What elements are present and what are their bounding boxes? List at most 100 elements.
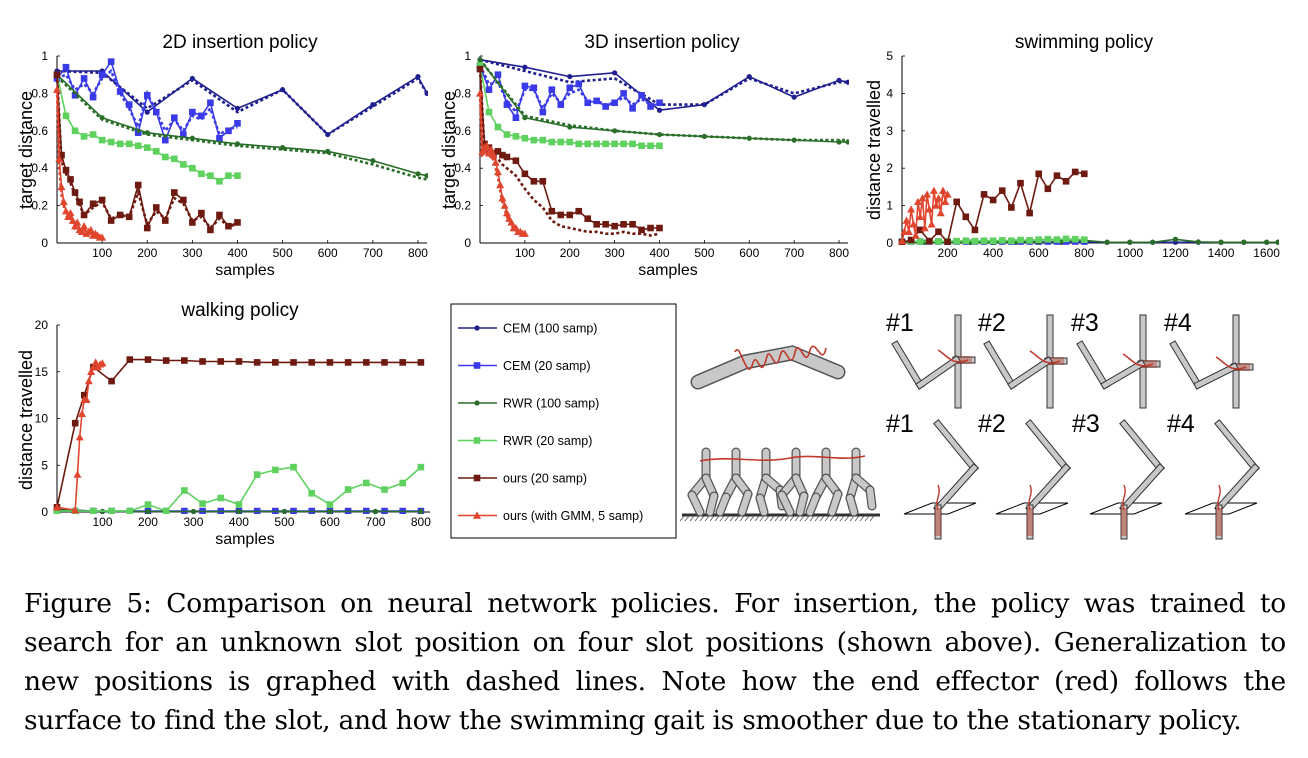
y-tick-label: 0.6 <box>31 124 48 138</box>
y-tick-label: 2 <box>886 161 893 175</box>
series-ours20 <box>53 71 241 234</box>
series-ours20 <box>898 168 1088 245</box>
data-point <box>1172 236 1179 242</box>
slot <box>1046 357 1064 365</box>
data-point <box>98 196 106 204</box>
data-point <box>53 503 61 511</box>
data-point <box>512 157 520 165</box>
arm-segment <box>1215 464 1259 512</box>
data-point <box>80 211 88 219</box>
y-tick-label: 10 <box>35 412 49 426</box>
x-tick-label: 300 <box>605 246 625 260</box>
data-point <box>499 151 506 159</box>
data-point <box>253 359 261 366</box>
data-point <box>53 71 61 78</box>
x-tick-label: 400 <box>649 246 669 260</box>
data-point <box>494 148 502 155</box>
data-point <box>911 231 920 239</box>
slot <box>935 508 941 536</box>
effector-trace <box>1028 484 1032 511</box>
data-point <box>308 359 316 366</box>
legend-entry-ours20: ours (20 samp) <box>458 472 587 486</box>
series-line <box>57 70 428 136</box>
hatch-mark <box>854 515 860 522</box>
walker-frames <box>687 447 877 517</box>
illustration-label: #3 <box>1071 309 1099 337</box>
data-point <box>143 224 151 232</box>
data-point <box>539 177 547 185</box>
legend-marker <box>473 437 481 444</box>
data-point <box>943 190 952 198</box>
data-point <box>1127 239 1133 245</box>
data-point <box>503 131 511 138</box>
data-point <box>272 466 279 474</box>
data-point <box>399 479 407 487</box>
data-point <box>602 140 609 148</box>
data-point <box>512 133 520 140</box>
y-tick-label: 0.2 <box>454 199 471 213</box>
data-point <box>602 221 609 228</box>
data-point <box>80 75 88 82</box>
effector-trace <box>1122 484 1126 511</box>
data-point <box>485 108 493 116</box>
data-point <box>325 131 331 138</box>
data-point <box>989 237 997 245</box>
data-point <box>916 212 925 221</box>
data-point <box>548 138 556 146</box>
arm-segment <box>1101 360 1145 389</box>
series-line <box>479 59 848 143</box>
data-point <box>548 207 556 215</box>
x-tick-label: 400 <box>229 515 249 529</box>
data-point <box>87 367 96 375</box>
data-point <box>125 140 133 148</box>
effector-trace <box>1217 484 1221 511</box>
data-point <box>1044 235 1052 243</box>
x-tick-label: 200 <box>137 246 157 260</box>
data-point <box>162 507 170 514</box>
slot <box>954 356 972 364</box>
data-point <box>144 501 152 508</box>
data-point <box>620 90 627 97</box>
data-point <box>67 176 74 183</box>
chart-title: swimming policy <box>1015 32 1154 53</box>
data-point <box>647 103 654 110</box>
data-point <box>593 140 600 148</box>
x-tick-label: 600 <box>1029 246 1049 260</box>
legend-marker <box>473 511 481 519</box>
data-point <box>494 71 502 78</box>
data-point <box>566 138 574 146</box>
data-point <box>363 479 370 487</box>
data-point <box>507 218 516 226</box>
data-point <box>143 91 151 99</box>
data-point <box>980 191 988 198</box>
data-point <box>746 135 752 141</box>
series-ours20 <box>476 65 663 237</box>
data-point <box>487 145 496 153</box>
arm-segment <box>1170 341 1202 389</box>
insertion-3d-1: #1 <box>886 410 979 540</box>
data-point <box>656 107 663 113</box>
data-point <box>64 212 73 221</box>
data-point <box>916 238 924 245</box>
y-axis-label: distance travelled <box>16 350 36 490</box>
hatch-mark <box>779 515 785 522</box>
x-tick-label: 100 <box>92 246 112 260</box>
limb <box>756 494 768 516</box>
data-point <box>144 356 152 363</box>
data-point <box>482 141 491 149</box>
data-point <box>791 137 797 143</box>
data-point <box>189 219 196 226</box>
data-point <box>76 198 83 206</box>
limb <box>806 493 820 516</box>
plot-area <box>53 356 425 514</box>
data-point <box>144 109 150 115</box>
data-point <box>90 507 97 514</box>
data-point <box>1081 236 1088 243</box>
surface <box>1089 502 1163 515</box>
data-point <box>99 115 105 121</box>
data-point <box>217 358 225 365</box>
chart-2: 100 200 300 400 500 600 700 800 0 0.2 0.4 0.6 0.8 1 3D… <box>439 32 849 279</box>
x-tick-label: 200 <box>938 246 958 260</box>
data-point <box>656 131 663 138</box>
hatch-mark <box>749 515 755 522</box>
